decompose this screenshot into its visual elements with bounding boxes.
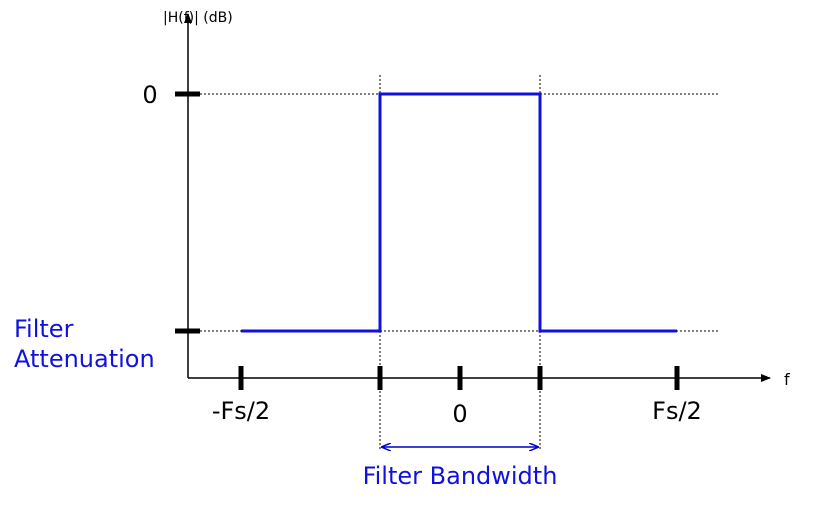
filter-response xyxy=(241,92,677,333)
y-tick-label: 0 xyxy=(142,81,157,109)
x-tick-label: -Fs/2 xyxy=(212,397,270,425)
bandwidth-label: Filter Bandwidth xyxy=(363,462,558,490)
ticks xyxy=(175,91,680,390)
x-axis-label: f xyxy=(784,370,790,389)
x-tick-label: Fs/2 xyxy=(652,397,702,425)
y-axis-label: |H(f)| (dB) xyxy=(163,10,233,26)
x-tick-label: 0 xyxy=(452,400,467,428)
attenuation-label: Filter xyxy=(14,315,74,343)
attenuation-label: Attenuation xyxy=(14,345,155,373)
guide-lines xyxy=(200,75,718,450)
